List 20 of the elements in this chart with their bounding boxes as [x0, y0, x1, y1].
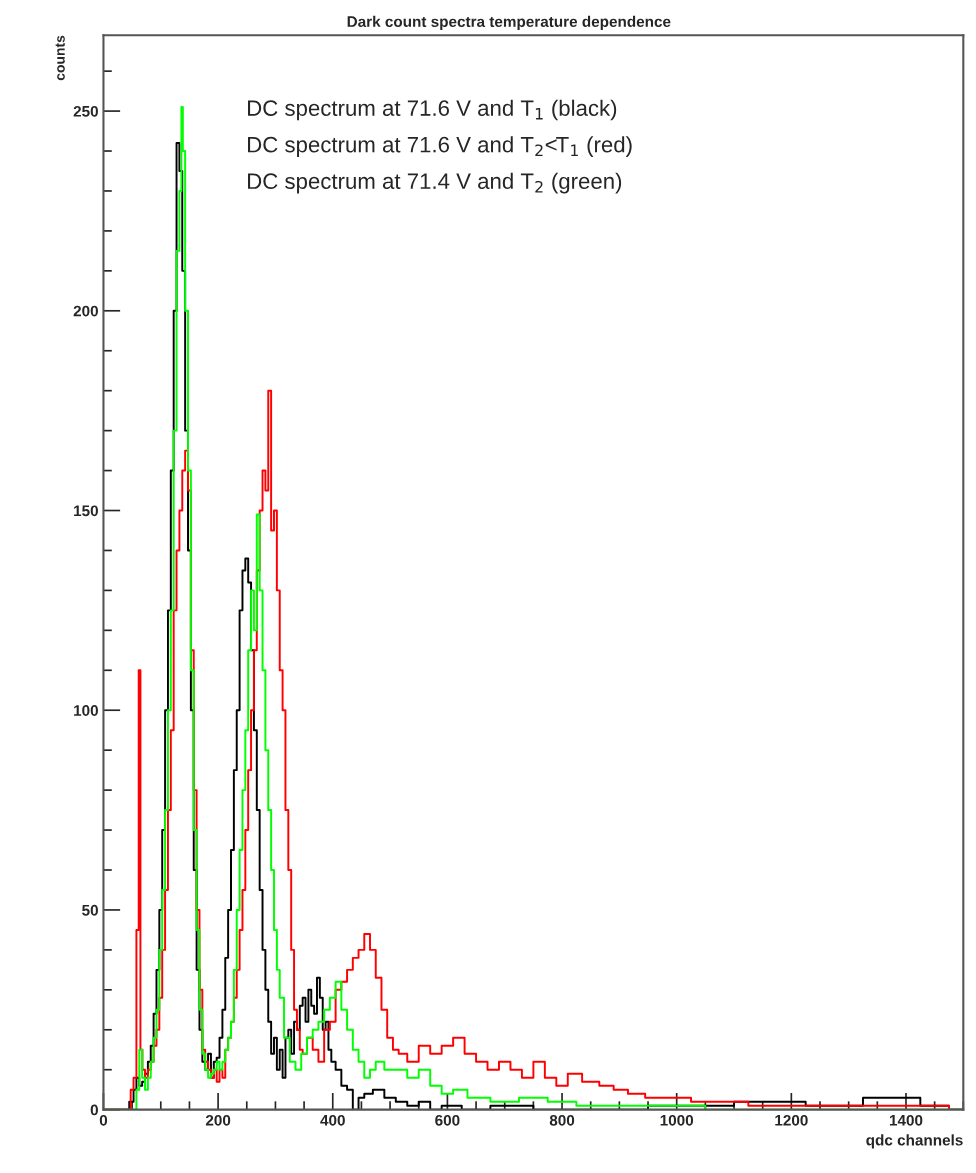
x-axis-title: qdc channels	[866, 1134, 963, 1149]
y-tick-label: 50	[82, 904, 98, 916]
x-tick-label: 800	[549, 1114, 575, 1126]
y-tick-label: 150	[74, 505, 98, 517]
x-tick-label: 1400	[889, 1114, 923, 1126]
y-tick-label: 100	[74, 705, 98, 716]
annotation: DC spectrum at 71.6 V and T$_{1}$ (black)	[248, 99, 617, 121]
chart-title: Dark count spectra temperature dependence	[347, 15, 671, 31]
x-tick-label: 400	[320, 1114, 345, 1126]
x-tick-label: 0	[99, 1114, 108, 1126]
y-tick-label: 250	[73, 105, 98, 117]
x-tick-label: 1200	[775, 1114, 808, 1126]
x-tick-label: 600	[435, 1114, 460, 1126]
y-axis-title: counts	[55, 35, 65, 81]
annotation: DC spectrum at 71.6 V and T$_{2}$<T$_{1}$ (red)	[248, 136, 632, 157]
x-tick-label: 1000	[660, 1114, 694, 1126]
y-tick-label: 200	[73, 305, 98, 317]
x-tick-label: 200	[205, 1114, 231, 1126]
annotation: DC spectrum at 71.4 V and T$_{2}$ (green)	[248, 172, 622, 194]
y-tick-label: 0	[90, 1104, 98, 1116]
